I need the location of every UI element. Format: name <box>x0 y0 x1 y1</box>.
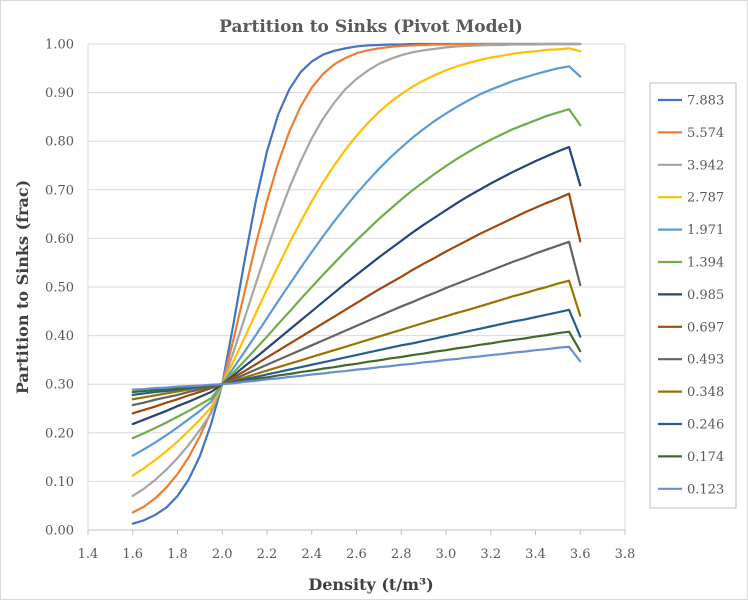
legend: 7.883 5.574 3.942 2.787 1.971 1.394 0.985 0.697… <box>649 82 737 509</box>
series-line-1.971 <box>131 65 582 457</box>
y-tick-label: 0.10 <box>45 475 74 490</box>
legend-label: 0.348 <box>687 385 724 400</box>
series-layer <box>131 42 582 525</box>
x-tick-label: 3.4 <box>525 547 546 562</box>
legend-label: 0.123 <box>687 482 724 497</box>
x-tick-label: 1.8 <box>167 547 188 562</box>
legend-label: 7.883 <box>687 94 724 109</box>
x-tick-label: 1.6 <box>122 547 143 562</box>
series-line-0.174 <box>131 330 582 394</box>
x-tick-label: 2.4 <box>301 547 322 562</box>
x-tick-label: 2.6 <box>346 547 367 562</box>
axis-layer: 0.00 0.10 0.20 0.30 0.40 0.50 0.60 0.70 0.80 0.90… <box>45 38 635 563</box>
legend-label: 0.697 <box>687 320 724 335</box>
x-tick-label: 3.8 <box>615 547 636 562</box>
series-line-1.394 <box>131 108 582 440</box>
y-tick-label: 0.50 <box>45 281 74 296</box>
legend-label: 0.246 <box>687 418 724 433</box>
y-tick-label: 0.60 <box>45 232 74 247</box>
x-tick-label: 3.6 <box>570 547 591 562</box>
series-line-0.123 <box>131 345 582 391</box>
y-tick-label: 0.80 <box>45 135 74 150</box>
legend-label: 2.787 <box>687 191 724 206</box>
y-tick-label: 0.90 <box>45 86 74 101</box>
series-line-0.697 <box>131 192 582 415</box>
series-line-2.787 <box>131 47 582 477</box>
x-tick-label: 3.2 <box>480 547 501 562</box>
y-tick-label: 0.00 <box>45 524 74 539</box>
x-axis-title: Density (t/m³) <box>308 575 433 594</box>
legend-label: 1.971 <box>687 223 724 238</box>
y-tick-label: 0.30 <box>45 378 74 393</box>
x-tick-label: 2.0 <box>212 547 233 562</box>
legend-label: 0.493 <box>687 353 724 368</box>
legend-label: 3.942 <box>687 158 724 173</box>
x-tick-label: 3.0 <box>436 547 457 562</box>
legend-label: 0.985 <box>687 288 724 303</box>
series-line-3.942 <box>131 42 582 498</box>
series-line-0.493 <box>131 240 582 407</box>
y-tick-label: 0.40 <box>45 329 74 344</box>
series-line-5.574 <box>131 42 582 514</box>
chart-title: Partition to Sinks (Pivot Model) <box>219 17 523 37</box>
x-tick-label: 2.2 <box>257 547 278 562</box>
series-line-0.985 <box>131 145 582 426</box>
series-line-7.883 <box>131 42 582 525</box>
x-tick-label: 2.8 <box>391 547 412 562</box>
legend-label: 1.394 <box>687 256 724 271</box>
legend-label: 0.174 <box>687 450 724 465</box>
y-axis-title: Partition to Sinks (frac) <box>13 180 32 394</box>
y-tick-label: 1.00 <box>45 38 74 53</box>
y-tick-label: 0.70 <box>45 183 74 198</box>
x-tick-label: 1.4 <box>78 547 99 562</box>
y-tick-label: 0.20 <box>45 426 74 441</box>
legend-label: 5.574 <box>687 126 724 141</box>
